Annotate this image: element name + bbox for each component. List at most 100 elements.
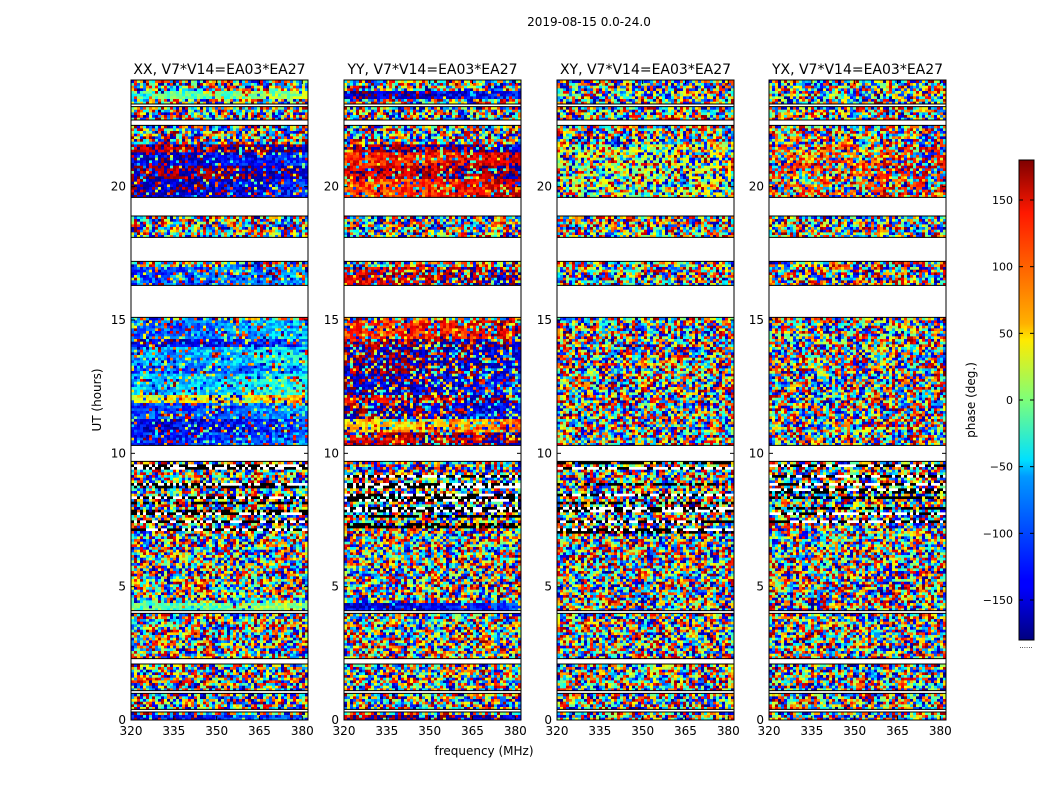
heatmap-cell xyxy=(176,626,180,630)
heatmap-cell xyxy=(260,584,264,588)
heatmap-cell xyxy=(224,525,228,529)
heatmap-cell xyxy=(194,517,198,521)
heatmap-cell xyxy=(230,557,234,561)
heatmap-cell xyxy=(230,698,234,702)
heatmap-cell xyxy=(185,674,189,678)
heatmap-cell xyxy=(149,666,153,670)
heatmap-cell xyxy=(299,640,303,644)
heatmap-cell xyxy=(185,496,189,500)
heatmap-cell xyxy=(134,602,138,606)
heatmap-cell xyxy=(155,616,159,620)
heatmap-cell xyxy=(134,557,138,561)
heatmap-cell xyxy=(305,688,308,692)
heatmap-cell xyxy=(287,538,291,542)
heatmap-cell xyxy=(290,624,294,628)
heatmap-cell xyxy=(131,682,135,686)
heatmap-cell xyxy=(182,664,186,668)
heatmap-cell xyxy=(299,693,303,697)
heatmap-cell xyxy=(167,552,171,556)
heatmap-cell xyxy=(215,520,219,524)
heatmap-cell xyxy=(212,528,216,532)
heatmap-cell xyxy=(131,608,135,612)
heatmap-cell xyxy=(155,688,159,692)
heatmap-cell xyxy=(284,664,288,668)
heatmap-cell xyxy=(206,613,210,617)
heatmap-cell xyxy=(260,592,264,596)
heatmap-cell xyxy=(170,552,174,556)
heatmap-cell xyxy=(257,712,261,716)
heatmap-cell xyxy=(248,552,252,556)
heatmap-cell xyxy=(281,496,285,500)
heatmap-cell xyxy=(242,618,246,622)
heatmap-cell xyxy=(176,693,180,697)
heatmap-cell xyxy=(155,648,159,652)
heatmap-cell xyxy=(302,509,306,513)
heatmap-cell xyxy=(209,698,213,702)
heatmap-cell xyxy=(227,589,231,593)
heatmap-cell xyxy=(281,685,285,689)
heatmap-cell xyxy=(221,586,225,590)
heatmap-cell xyxy=(179,552,183,556)
heatmap-cell xyxy=(203,488,207,492)
heatmap-cell xyxy=(236,616,240,620)
heatmap-cell xyxy=(146,616,150,620)
heatmap-cell xyxy=(290,562,294,566)
heatmap-cell xyxy=(167,608,171,612)
heatmap-cell xyxy=(152,626,156,630)
heatmap-cell xyxy=(134,541,138,545)
heatmap-cell xyxy=(167,693,171,697)
heatmap-cell xyxy=(212,685,216,689)
heatmap-cell xyxy=(209,520,213,524)
heatmap-cell xyxy=(155,498,159,502)
heatmap-cell xyxy=(197,565,201,569)
heatmap-cell xyxy=(239,626,243,630)
heatmap-cell xyxy=(149,645,153,649)
heatmap-cell xyxy=(305,501,308,505)
heatmap-cell xyxy=(176,712,180,716)
heatmap-cell xyxy=(251,594,255,598)
heatmap-cell xyxy=(287,490,291,494)
heatmap-cell xyxy=(269,496,273,500)
heatmap-cell xyxy=(182,618,186,622)
heatmap-cell xyxy=(239,501,243,505)
heatmap-cell xyxy=(251,626,255,630)
heatmap-cell xyxy=(251,714,255,718)
heatmap-cell xyxy=(296,565,300,569)
heatmap-cell xyxy=(272,509,276,513)
heatmap-cell xyxy=(155,656,159,660)
heatmap-cell xyxy=(269,616,273,620)
heatmap-cell xyxy=(200,562,204,566)
heatmap-cell xyxy=(203,701,207,705)
heatmap-cell xyxy=(155,605,159,609)
heatmap-cell xyxy=(227,688,231,692)
heatmap-cell xyxy=(209,648,213,652)
heatmap-cell xyxy=(194,629,198,633)
heatmap-cell xyxy=(224,616,228,620)
heatmap-cell xyxy=(191,573,195,577)
heatmap-cell xyxy=(227,538,231,542)
heatmap-cell xyxy=(146,576,150,580)
heatmap-cell xyxy=(242,586,246,590)
heatmap-cell xyxy=(293,554,297,558)
heatmap-cell xyxy=(164,522,168,526)
heatmap-cell xyxy=(215,538,219,542)
heatmap-cell xyxy=(290,704,294,708)
heatmap-cell xyxy=(302,541,306,545)
heatmap-cell xyxy=(203,592,207,596)
heatmap-cell xyxy=(257,664,261,668)
heatmap-cell xyxy=(230,666,234,670)
heatmap-cell xyxy=(161,592,165,596)
heatmap-cell xyxy=(290,645,294,649)
heatmap-cell xyxy=(296,578,300,582)
heatmap-cell xyxy=(164,597,168,601)
heatmap-cell xyxy=(272,642,276,646)
heatmap-cell xyxy=(239,621,243,625)
heatmap-cell xyxy=(158,642,162,646)
heatmap-cell xyxy=(278,570,282,574)
heatmap-cell xyxy=(290,664,294,668)
heatmap-cell xyxy=(260,570,264,574)
heatmap-cell xyxy=(182,717,186,720)
heatmap-cell xyxy=(185,504,189,508)
heatmap-cell xyxy=(218,701,222,705)
heatmap-cell xyxy=(152,493,156,497)
